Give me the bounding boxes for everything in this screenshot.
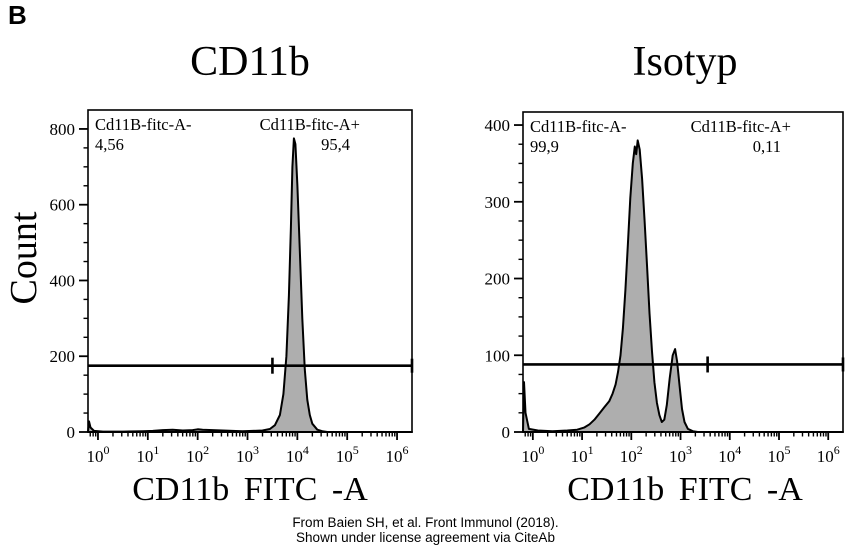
x-axis-tick-label: 105 — [336, 443, 359, 466]
gate-label-positive: Cd11B-fitc-A+ — [691, 117, 791, 136]
histogram-plot-cd11b: 100 101 102 103 104 105 106 0 200 400 600 800 Cd11B-… — [50, 109, 414, 466]
plot-border — [87, 109, 413, 433]
attribution-line-2: Shown under license agreement via CiteAb — [296, 530, 555, 545]
y-axis-tick-label: 0 — [67, 423, 76, 442]
gate-value-negative: 99,9 — [530, 137, 559, 156]
x-axis-label-cd11b: CD11b FITC -A — [132, 471, 368, 508]
x-axis-label-isotyp: CD11b FITC -A — [567, 471, 803, 508]
y-axis-tick-label: 800 — [50, 120, 76, 139]
x-axis-tick-label: 106 — [817, 443, 840, 466]
gate-label-negative: Cd11B-fitc-A- — [530, 117, 627, 136]
x-axis-tick-label: 106 — [386, 443, 409, 466]
x-axis-tick-label: 101 — [571, 443, 594, 466]
y-axis-tick-label: 600 — [50, 196, 76, 215]
plot-title-isotyp: Isotyp — [632, 39, 738, 85]
y-axis-tick-label: 100 — [485, 346, 511, 365]
x-axis-tick-label: 100 — [521, 443, 544, 466]
x-axis-tick-label: 101 — [136, 443, 159, 466]
histogram-area — [522, 139, 844, 433]
gate-label-positive: Cd11B-fitc-A+ — [260, 115, 360, 134]
histogram-area — [87, 137, 413, 433]
attribution-line-1: From Baien SH, et al. Front Immunol (201… — [292, 515, 559, 530]
x-axis-tick-label: 104 — [286, 443, 309, 466]
y-axis-tick-label: 300 — [485, 193, 511, 212]
attribution: From Baien SH, et al. Front Immunol (201… — [163, 515, 688, 545]
y-axis-tick-label: 0 — [502, 423, 511, 442]
x-axis-tick-label: 105 — [768, 443, 791, 466]
x-axis-tick-label: 102 — [186, 443, 209, 466]
plot-border — [522, 111, 844, 433]
gate-value-positive: 95,4 — [321, 135, 350, 154]
y-axis-tick-label: 400 — [485, 116, 511, 135]
plot-title-cd11b: CD11b — [190, 39, 310, 85]
histogram-plot-isotyp: 100 101 102 103 104 105 106 0 100 200 300 400 Cd11B-… — [485, 111, 845, 466]
gate-value-negative: 4,56 — [95, 135, 124, 154]
y-axis-tick-label: 200 — [485, 270, 511, 289]
x-axis-tick-label: 103 — [669, 443, 692, 466]
x-axis-tick-label: 100 — [86, 443, 109, 466]
x-axis-tick-label: 104 — [718, 443, 741, 466]
y-axis-tick-label: 200 — [50, 347, 76, 366]
x-axis-tick-label: 102 — [620, 443, 643, 466]
gate-value-positive: 0,11 — [753, 137, 781, 156]
gate-label-negative: Cd11B-fitc-A- — [95, 115, 192, 134]
x-axis-tick-label: 103 — [236, 443, 259, 466]
panel-label: B — [8, 0, 27, 30]
y-axis-tick-label: 400 — [50, 271, 76, 290]
